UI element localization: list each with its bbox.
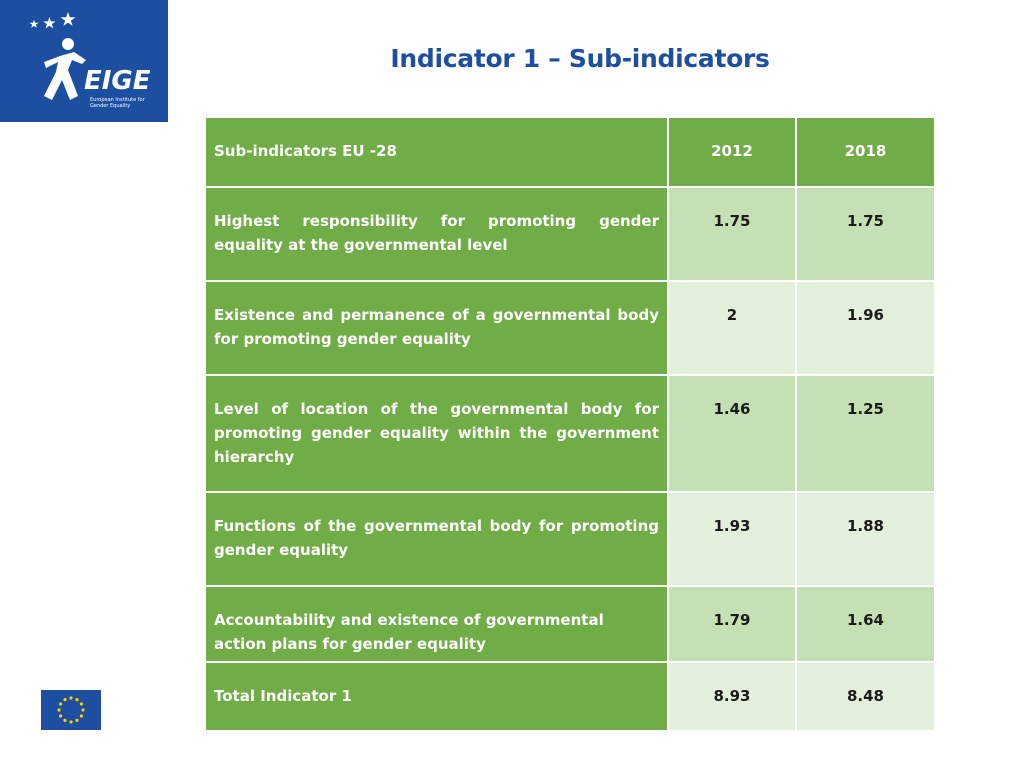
eu-flag-icon — [41, 690, 101, 730]
row-value-2012: 1.93 — [669, 493, 797, 587]
row-label: Existence and permanence of a government… — [206, 282, 669, 376]
eu-flag-star — [75, 718, 79, 722]
header-2012: 2012 — [669, 118, 797, 188]
eu-flag-star — [59, 702, 63, 706]
row-label: Level of location of the governmental bo… — [206, 376, 669, 493]
eige-logo-subtitle: European Institute for Gender Equality — [90, 97, 145, 109]
eu-flag-star — [69, 720, 73, 724]
row-value-2018: 1.25 — [797, 376, 936, 493]
header-sub-indicators: Sub-indicators EU -28 — [206, 118, 669, 188]
row-value-2018: 1.64 — [797, 587, 936, 663]
eige-logo: EIGE European Institute for Gender Equal… — [0, 0, 168, 122]
page-title: Indicator 1 – Sub-indicators — [390, 44, 770, 73]
row-value-2012: 1.75 — [669, 188, 797, 282]
total-value-2018: 8.48 — [797, 663, 936, 732]
svg-text:EIGE: EIGE — [84, 66, 151, 96]
eige-logo-icon: EIGE — [29, 12, 151, 100]
row-value-2012: 2 — [669, 282, 797, 376]
eu-flag-star — [59, 714, 63, 718]
sub-indicators-table: Sub-indicators EU -28 2012 2018 Highest … — [206, 118, 936, 732]
eu-flag-star — [57, 708, 61, 712]
row-value-2018: 1.96 — [797, 282, 936, 376]
row-label: Highest responsibility for promoting gen… — [206, 188, 669, 282]
row-label: Accountability and existence of governme… — [206, 587, 669, 663]
eu-flag-star — [63, 698, 67, 702]
eu-flag-star — [79, 714, 83, 718]
eu-flag-star — [79, 702, 83, 706]
eu-flag-star — [69, 696, 73, 700]
total-label: Total Indicator 1 — [206, 663, 669, 732]
row-value-2012: 1.79 — [669, 587, 797, 663]
header-2018: 2018 — [797, 118, 936, 188]
eu-flag-star — [75, 698, 79, 702]
row-value-2018: 1.75 — [797, 188, 936, 282]
row-value-2018: 1.88 — [797, 493, 936, 587]
row-label: Functions of the governmental body for p… — [206, 493, 669, 587]
total-value-2012: 8.93 — [669, 663, 797, 732]
row-value-2012: 1.46 — [669, 376, 797, 493]
eu-flag-star — [63, 718, 67, 722]
eu-flag-star — [81, 708, 85, 712]
